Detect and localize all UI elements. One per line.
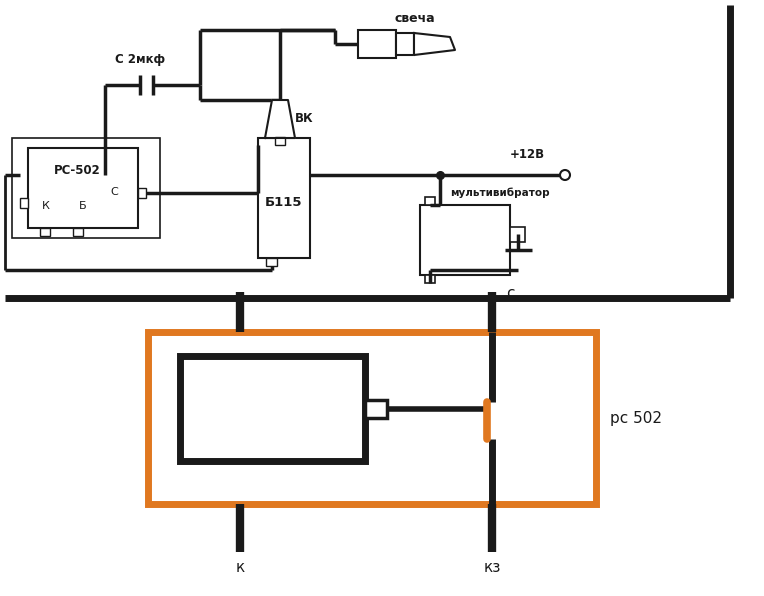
Bar xyxy=(266,258,277,266)
Bar xyxy=(148,332,596,504)
Text: К: К xyxy=(42,201,50,211)
Text: с: с xyxy=(506,287,514,302)
Text: рс 502: рс 502 xyxy=(610,411,662,426)
Text: РС-502: РС-502 xyxy=(53,163,100,176)
Bar xyxy=(425,275,435,283)
Bar xyxy=(40,228,50,236)
Text: к: к xyxy=(235,560,244,575)
Bar xyxy=(20,198,28,208)
Bar xyxy=(73,228,83,236)
Bar xyxy=(365,399,387,418)
Bar xyxy=(258,138,310,258)
Polygon shape xyxy=(414,33,455,55)
Text: Б115: Б115 xyxy=(265,197,303,210)
Text: Б: Б xyxy=(79,201,87,211)
Bar xyxy=(180,356,365,461)
Bar xyxy=(425,197,435,205)
Bar xyxy=(12,138,160,238)
Text: кз: кз xyxy=(484,560,500,575)
Bar xyxy=(138,188,146,198)
Text: С 2мкф: С 2мкф xyxy=(115,54,165,67)
Polygon shape xyxy=(265,100,295,138)
Circle shape xyxy=(560,170,570,180)
Text: С: С xyxy=(110,187,118,197)
Bar xyxy=(28,148,138,228)
Bar xyxy=(275,137,285,145)
Text: ВК: ВК xyxy=(295,111,314,125)
Bar xyxy=(396,33,414,55)
Bar xyxy=(510,227,525,242)
Text: свеча: свеча xyxy=(395,11,435,24)
Text: мультивибратор: мультивибратор xyxy=(450,188,549,198)
Bar xyxy=(358,30,396,58)
Text: +12В: +12В xyxy=(510,148,545,162)
Bar xyxy=(420,205,510,275)
